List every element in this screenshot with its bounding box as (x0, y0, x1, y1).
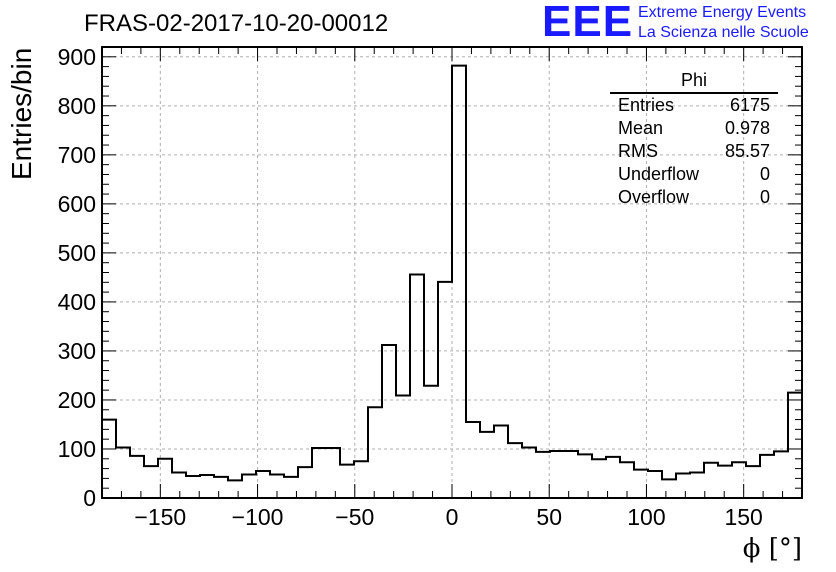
axis-ticks (101, 46, 803, 499)
logo-line-2: La Scienza nelle Scuole (638, 24, 809, 41)
stats-row-overflow: Overflow 0 (610, 186, 778, 209)
stats-row-rms: RMS 85.57 (610, 140, 778, 163)
run-title: FRAS-02-2017-10-20-00012 (84, 10, 389, 37)
y-tick-label: 900 (58, 44, 96, 70)
x-axis-label: ϕ [°] (742, 534, 802, 564)
stats-row-mean: Mean 0.978 (610, 117, 778, 140)
stats-label: Underflow (618, 164, 700, 184)
y-tick-label: 100 (58, 436, 96, 462)
y-tick-label: 200 (58, 387, 96, 413)
histogram-outline (101, 64, 803, 498)
stats-label: RMS (618, 141, 658, 161)
stats-label: Entries (618, 95, 675, 115)
stats-value: 0 (759, 187, 770, 207)
x-tick-label: −150 (134, 504, 186, 530)
x-tick-label: 0 (446, 504, 459, 530)
stats-value: 0 (759, 164, 770, 184)
y-tick-label: 300 (58, 338, 96, 364)
y-tick-label: 400 (58, 289, 96, 315)
y-tick-label: 500 (58, 240, 96, 266)
stats-row-entries: Entries 6175 (610, 94, 778, 117)
x-tick-label: −100 (232, 504, 284, 530)
x-tick-label: −50 (335, 504, 374, 530)
y-tick-label: 700 (58, 142, 96, 168)
stats-title: Phi (610, 70, 778, 94)
tick-labels: −150 −100 −50 0 50 100 150 0 100 200 300 400 500 600 7… (58, 44, 763, 530)
stats-label: Overflow (618, 187, 690, 207)
stats-value: 0.978 (724, 118, 770, 138)
y-axis-label: Entries/bin (6, 47, 37, 180)
stats-box: Phi Entries 6175 Mean 0.978 RMS 85.57 Un… (610, 70, 778, 209)
stats-value: 85.57 (724, 141, 770, 161)
logo-line-1: Extreme Energy Events (638, 4, 807, 21)
stats-row-underflow: Underflow 0 (610, 163, 778, 186)
x-tick-label: 50 (536, 504, 562, 530)
stats-label: Mean (618, 118, 664, 138)
eee-logo: EEE (542, 0, 634, 46)
x-tick-label: 150 (724, 504, 762, 530)
x-tick-label: 100 (627, 504, 665, 530)
y-tick-label: 600 (58, 191, 96, 217)
y-tick-label: 0 (83, 485, 96, 511)
stats-value: 6175 (729, 95, 770, 115)
y-tick-label: 800 (58, 93, 96, 119)
